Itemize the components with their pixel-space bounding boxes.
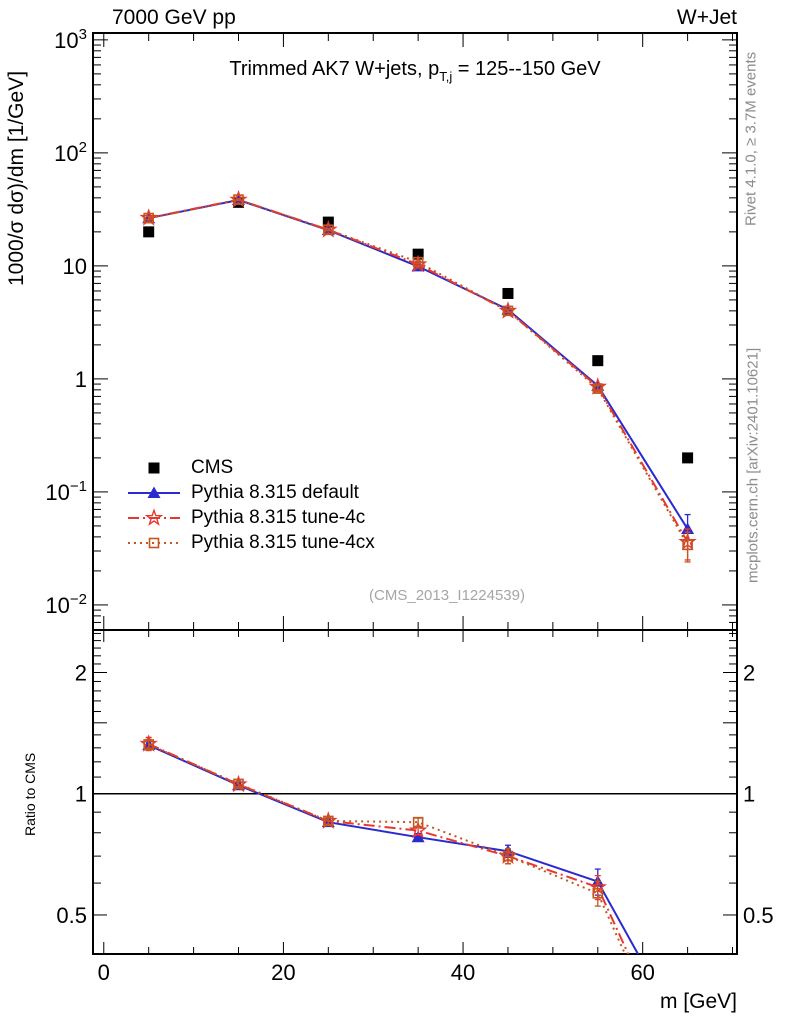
svg-text:102: 102 bbox=[54, 139, 87, 166]
legend-label-tune4c: Pythia 8.315 tune-4c bbox=[191, 506, 366, 528]
legend: CMS Pythia 8.315 default Pythia 8.315 tu… bbox=[126, 455, 375, 555]
legend-row-tune4cx: Pythia 8.315 tune-4cx bbox=[126, 530, 375, 555]
legend-row-cms: CMS bbox=[126, 455, 375, 480]
legend-label-tune4cx: Pythia 8.315 tune-4cx bbox=[191, 531, 375, 553]
svg-text:20: 20 bbox=[271, 960, 295, 985]
ratio-y-axis-title: Ratio to CMS bbox=[22, 752, 38, 836]
plot-title-pre: Trimmed AK7 W+jets, p bbox=[229, 58, 440, 80]
pythia-default-marker-icon bbox=[128, 486, 180, 498]
mcplots-arxiv-note: mcplots.cern.ch [arXiv:2401.10621] bbox=[744, 347, 762, 583]
svg-text:40: 40 bbox=[451, 960, 475, 985]
legend-row-tune4c: Pythia 8.315 tune-4c bbox=[126, 505, 375, 530]
svg-text:10−1: 10−1 bbox=[45, 478, 87, 505]
svg-text:1: 1 bbox=[75, 782, 87, 807]
plot-title-post: = 125--150 GeV bbox=[452, 58, 601, 80]
svg-text:103: 103 bbox=[54, 26, 87, 53]
legend-row-default: Pythia 8.315 default bbox=[126, 480, 375, 505]
pythia-tune4c-marker-icon bbox=[128, 507, 180, 526]
analysis-id-watermark: (CMS_2013_I1224539) bbox=[369, 587, 525, 604]
svg-text:1: 1 bbox=[743, 782, 755, 807]
plot-title-sub: T,j bbox=[439, 69, 453, 84]
svg-text:60: 60 bbox=[630, 960, 654, 985]
pythia-tune4cx-marker-icon bbox=[128, 537, 180, 548]
svg-text:2: 2 bbox=[75, 660, 87, 685]
main-y-axis-title: 1000/σ dσ)/dm [1/GeV] bbox=[5, 70, 28, 286]
svg-text:1: 1 bbox=[75, 367, 87, 392]
cms-marker-icon bbox=[148, 462, 160, 473]
svg-text:0.5: 0.5 bbox=[743, 903, 774, 928]
process-label: W+Jet bbox=[676, 6, 737, 29]
legend-label-default: Pythia 8.315 default bbox=[191, 481, 359, 503]
svg-text:0: 0 bbox=[98, 960, 110, 985]
svg-text:0.5: 0.5 bbox=[56, 903, 87, 928]
svg-text:10−2: 10−2 bbox=[45, 591, 87, 618]
beam-energy-label: 7000 GeV pp bbox=[112, 6, 236, 29]
legend-label-cms: CMS bbox=[191, 456, 234, 478]
plot-title: Trimmed AK7 W+jets, pT,j = 125--150 GeV bbox=[229, 58, 600, 84]
svg-text:2: 2 bbox=[743, 660, 755, 685]
rivet-version-note: Rivet 4.1.0, ≥ 3.7M events bbox=[742, 51, 760, 227]
x-axis-title: m [GeV] bbox=[659, 990, 737, 1013]
svg-text:10: 10 bbox=[63, 254, 87, 279]
